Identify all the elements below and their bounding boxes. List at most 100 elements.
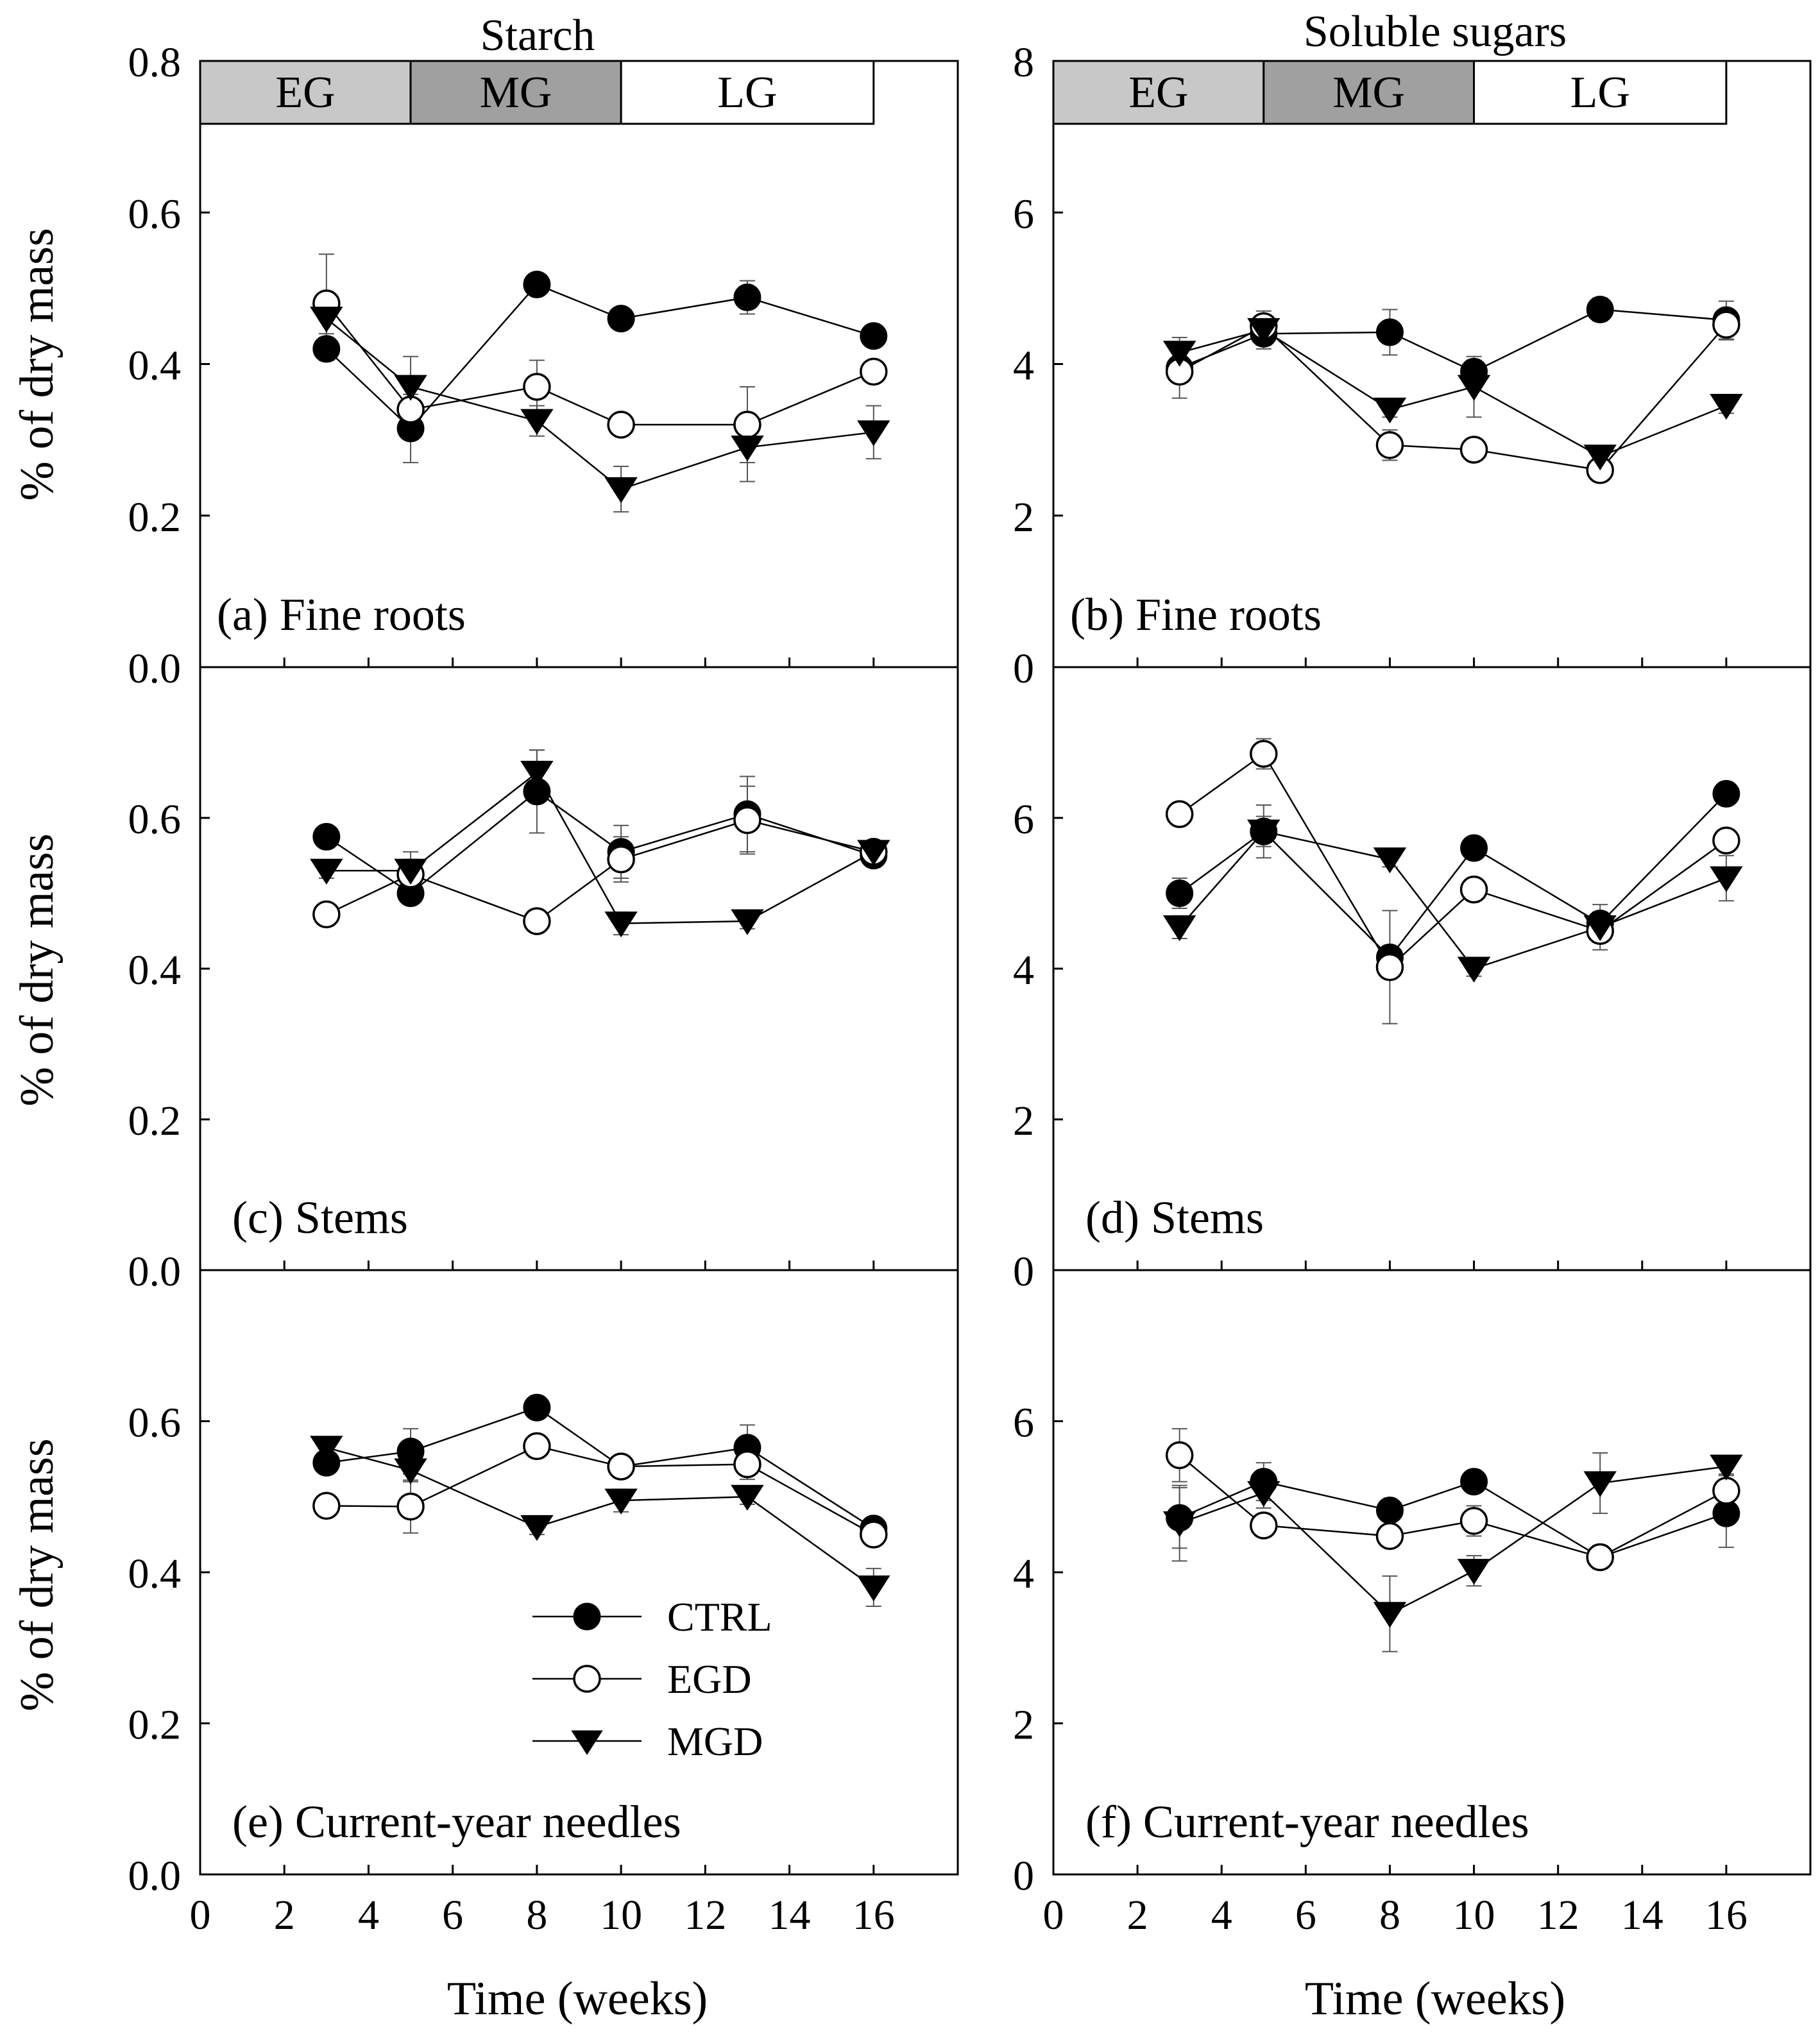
panel-a-phase-label-lg: LG [717,68,777,117]
panel-d-egd-point [1375,953,1404,981]
panel-d-mgd-point [1373,847,1407,874]
panel-d: 0 2 4 6 (d) Stems [1013,666,1812,1295]
panel-a-title: (a) Fine roots [217,589,466,640]
panel-f-xtick-label: 16 [1705,1892,1748,1939]
panel-e-xtick-label: 8 [526,1892,547,1939]
panel-a-ctrl-point [312,335,341,363]
panel-b-mgd-point [1710,393,1743,420]
panel-b-phase-label-mg: MG [1332,68,1405,117]
panel-f-egd-point [1459,1507,1488,1535]
panel-f-xtick-label: 8 [1379,1892,1400,1939]
column-title-soluble-sugars: Soluble sugars [1304,7,1567,56]
panel-b-phase-lg [1473,60,1728,125]
panel-a-mgd-point [520,409,554,435]
legend-label-ctrl: CTRL [667,1594,772,1640]
panel-e-title: (e) Current-year needles [232,1796,681,1847]
panel-f-egd-point [1712,1477,1740,1505]
panel-d-ctrl-point [1460,834,1488,862]
panel-f-mgd-point [1710,1454,1743,1481]
panel-a-mgd-point [857,420,890,446]
panel-b-ytick-label: 6 [1013,191,1034,237]
panel-e-ytick-label: 0.0 [128,1853,182,1899]
panel-e-xtick-label: 0 [190,1892,211,1939]
panel-d-frame [1052,666,1812,1271]
panel-f-frame [1052,1269,1812,1876]
panel-a-phase-mg [409,60,622,125]
panel-f-ctrl-line [1179,1481,1727,1558]
panel-d-mgd-point [1162,915,1196,942]
panel-b-egd-point [1712,310,1740,339]
panel-a-phase-label-mg: MG [480,68,552,117]
panel-a-phase-eg [199,60,412,125]
panel-b-title: (b) Fine roots [1070,589,1322,640]
panel-e-egd-point [396,1492,425,1521]
panel-b-ytick-label: 4 [1013,343,1034,389]
panel-c-ytick-label: 0.2 [128,1098,182,1144]
panel-d-ytick-label: 6 [1013,796,1034,843]
panel-f-egd-point [1165,1441,1194,1470]
panel-c-mgd-point [604,912,638,938]
panel-f-egd-line [1178,1454,1727,1558]
panel-e-ytick-label: 0.2 [128,1702,182,1749]
panel-a-egd-point [607,411,635,439]
panel-f-ctrl-point [1460,1468,1488,1496]
panel-a-egd-point [733,411,761,439]
panel-a-mgd-point [731,435,764,462]
panel-d-egd-point [1165,800,1194,828]
panel-c-egd-point [312,900,341,929]
panel-b-ytick-label: 2 [1013,494,1034,541]
panel-e-ytick-label: 0.4 [128,1550,182,1597]
panel-a-phase-label-eg: EG [275,68,335,117]
panel-e-ctrl-point [523,1393,551,1422]
panel-d-ytick-label: 2 [1013,1098,1034,1144]
panel-f-xtick-label: 2 [1127,1892,1148,1939]
panel-c: 0.0 0.2 0.4 0.6 (c) Stems [128,666,959,1295]
panel-c-egd-point [523,907,551,935]
panel-a-mgd-point [310,307,343,333]
panel-e-ctrl-line [326,1406,874,1529]
panel-e-egd-line [326,1445,874,1536]
panel-b-mgd-point [1457,375,1491,401]
panel-a-egd-point [523,373,551,401]
panel-b-mgd-line [1179,328,1727,457]
panel-c-ctrl-point [312,822,341,851]
panel-d-mgd-point [1247,819,1280,845]
panel-f-mgd-point [1162,1511,1196,1538]
panel-a-phase-lg [620,60,875,125]
legend: CTRL EGD MGD [532,1594,772,1764]
panel-c-mgd-point [857,840,890,866]
panel-e-mgd-point [310,1436,343,1462]
panel-a-egd-point [860,357,888,386]
panel-e-xtick-label: 6 [442,1892,463,1939]
panel-e-mgd-point [604,1488,638,1515]
panel-b-mgd-point [1247,318,1280,344]
panel-f-mgd-point [1373,1602,1407,1628]
panel-c-egd-point [607,845,635,874]
panel-c-mgd-point [394,858,427,885]
panel-e-egd-point [733,1450,761,1479]
legend-label-egd: EGD [667,1656,752,1702]
legend-marker-mgd [571,1730,603,1755]
panel-a-ytick-label: 0.6 [128,191,182,237]
panel-e-mgd-line [326,1447,874,1588]
panel-a-frame [199,60,959,668]
panel-b-mgd-point [1162,341,1196,367]
panel-d-ytick-label: 0 [1013,1248,1034,1295]
panel-f-ytick-label: 0 [1013,1853,1034,1899]
panel-d-mgd-point [1457,956,1491,983]
panel-a: EG MG LG 0.0 0.2 0.4 0.6 0.8 (a) Fine roots [128,39,959,692]
x-axis-title-right: Time (weeks) [1305,1973,1565,2025]
y-axis-title-row1: % of dry mass [11,228,64,500]
column-title-starch: Starch [481,11,595,60]
panel-c-title: (c) Stems [232,1192,408,1243]
panel-a-ctrl-point [523,270,551,298]
legend-label-mgd: MGD [667,1719,763,1764]
panel-b-phase-label-lg: LG [1570,68,1630,117]
panel-e-ytick-label: 0.6 [128,1400,182,1447]
x-axis-title-left: Time (weeks) [447,1973,708,2025]
panel-d-ctrl-point [1166,879,1194,907]
panel-b-mgd-point [1373,397,1407,424]
panel-b-phase-label-eg: EG [1128,68,1188,117]
panel-d-egd-line [1178,752,1727,969]
